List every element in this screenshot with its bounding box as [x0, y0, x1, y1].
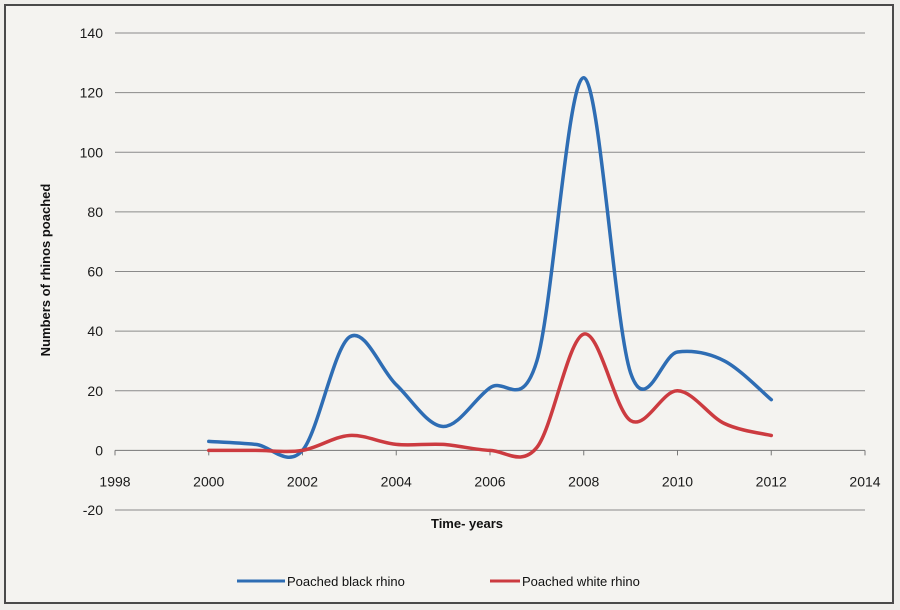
series-lines	[207, 75, 774, 459]
x-tick-label: 2002	[287, 473, 318, 489]
y-tick-label: 40	[87, 323, 103, 339]
y-axis-ticks: -20 0 20 40 60 80 100 120 140	[80, 25, 104, 518]
series-line-black-rhino	[207, 75, 774, 459]
x-tick-label: 2014	[849, 473, 880, 489]
legend-label: Poached black rhino	[287, 574, 405, 589]
y-tick-label: 120	[80, 85, 104, 101]
gridlines	[115, 32, 865, 511]
x-axis-ticks: 1998 2000 2002 2004 2006 2008 2010 2012 2014	[99, 450, 881, 489]
series-line-white-rhino	[207, 332, 774, 459]
legend: Poached black rhino Poached white rhino	[237, 574, 640, 589]
y-tick-label: 20	[87, 383, 103, 399]
x-tick-label: 2004	[381, 473, 412, 489]
y-tick-label: 0	[95, 442, 103, 458]
x-axis-title: Time- years	[431, 516, 503, 531]
y-tick-label: -20	[83, 502, 103, 518]
x-tick-label: 2008	[568, 473, 599, 489]
y-tick-label: 60	[87, 264, 103, 280]
x-tick-label: 2000	[193, 473, 224, 489]
legend-label: Poached white rhino	[522, 574, 640, 589]
x-tick-label: 2012	[756, 473, 787, 489]
y-tick-label: 80	[87, 204, 103, 220]
y-tick-label: 100	[80, 144, 104, 160]
y-axis-title: Numbers of rhinos poached	[38, 184, 53, 357]
x-tick-label: 2006	[474, 473, 505, 489]
x-tick-label: 2010	[662, 473, 693, 489]
x-tick-label: 1998	[99, 473, 130, 489]
chart-frame	[4, 4, 894, 604]
y-tick-label: 140	[80, 25, 104, 41]
